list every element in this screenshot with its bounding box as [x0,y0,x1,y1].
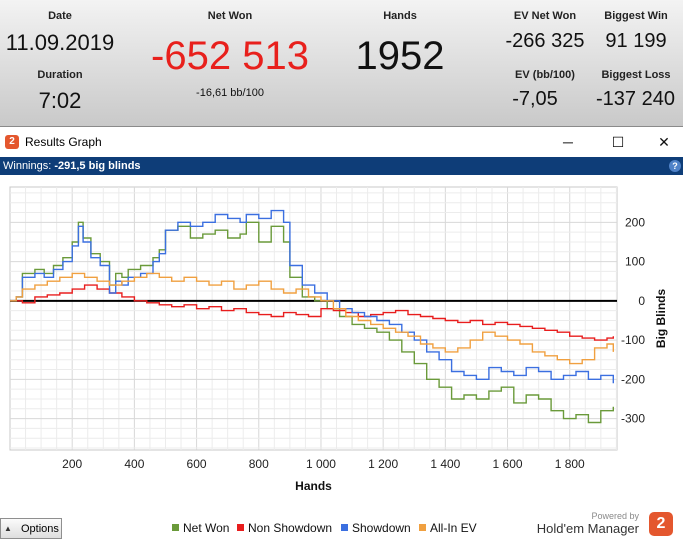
maximize-button[interactable]: ☐ [611,134,625,150]
winnings-value: -291,5 big blinds [54,160,141,172]
hands-label: Hands [383,10,417,22]
stats-panel: Date 11.09.2019 Duration 7:02 Net Won -6… [0,0,683,127]
biggest-loss-label: Biggest Loss [601,69,671,81]
legend-non-showdown: Non Showdown [237,521,332,535]
bottom-bar: ▲ Options Net Won Non Showdown Showdown … [0,510,683,539]
x-tick-label: 1 400 [430,457,460,471]
series-line-all-in-ev [10,272,614,365]
winnings-label: Winnings: [3,160,52,172]
legend-allin-ev: All-In EV [419,521,477,535]
y-tick-label: 0 [638,294,645,308]
x-tick-label: 800 [249,457,269,471]
y-tick-label: -200 [621,372,645,386]
x-tick-label: 1 000 [306,457,336,471]
legend-showdown: Showdown [341,521,411,535]
date-label: Date [48,10,72,22]
winnings-bar: Winnings: -291,5 big blinds ? [0,157,683,175]
brand-logo-icon: 2 [649,512,673,536]
x-axis-label: Hands [295,479,332,493]
legend-swatch [172,524,179,531]
net-won-bb: -16,61 bb/100 [196,87,264,99]
legend-net-won: Net Won [172,521,229,535]
duration-label: Duration [37,69,83,81]
legend-label: All-In EV [430,521,477,535]
app-icon: 2 [5,135,19,149]
ev-net-won-label: EV Net Won [513,10,577,22]
powered-by-text: Powered by [591,511,639,521]
legend-label: Net Won [183,521,230,535]
legend-swatch [419,524,426,531]
minimize-button[interactable]: ─ [563,134,573,150]
winnings-text: Winnings: -291,5 big blinds [3,157,141,175]
series-line-showdown [10,209,614,384]
ev-bb-value: -7,05 [512,88,558,110]
y-tick-label: 100 [625,255,645,269]
hands-value: 1952 [355,34,445,78]
close-button[interactable]: ✕ [658,134,670,150]
help-icon[interactable]: ? [669,160,681,172]
duration-value: 7:02 [38,88,82,113]
legend-swatch [341,524,348,531]
net-won-label: Net Won [207,10,253,22]
net-won-value: -652 513 [151,34,309,78]
y-axis-label: Big Blinds [654,289,668,349]
date-value: 11.09.2019 [5,30,115,55]
legend-swatch [237,524,244,531]
x-tick-label: 600 [187,457,207,471]
window-title: Results Graph [25,135,102,149]
y-tick-label: 200 [625,215,645,229]
brand-block: Powered by Hold'em Manager 2 [535,510,675,539]
x-tick-label: 1 200 [368,457,398,471]
ev-bb-label: EV (bb/100) [515,69,575,81]
x-tick-label: 400 [124,457,144,471]
x-tick-label: 1 800 [555,457,585,471]
options-arrow-icon: ▲ [4,524,12,533]
legend-label: Showdown [352,521,411,535]
y-tick-label: -100 [621,333,645,347]
series-line-net-won [10,221,614,424]
results-chart-area: 200 400 600 800 1 000 1 200 1 400 1 600 1 800 200… [0,175,683,510]
options-button[interactable]: ▲ Options [0,518,62,539]
options-label: Options [21,523,59,535]
x-tick-label: 1 600 [493,457,523,471]
x-tick-label: 200 [62,457,82,471]
biggest-win-value: 91 199 [605,30,667,52]
legend-label: Non Showdown [248,521,333,535]
biggest-loss-value: -137 240 [596,88,675,110]
window-titlebar[interactable]: 2 Results Graph ─ ☐ ✕ [0,128,683,156]
ev-net-won-value: -266 325 [505,30,585,52]
plot-background [9,186,618,451]
biggest-win-label: Biggest Win [604,10,668,22]
brand-text: Hold'em Manager [536,521,639,536]
results-chart: 200 400 600 800 1 000 1 200 1 400 1 600 1 800 200… [9,186,668,493]
y-tick-label: -300 [621,412,645,426]
